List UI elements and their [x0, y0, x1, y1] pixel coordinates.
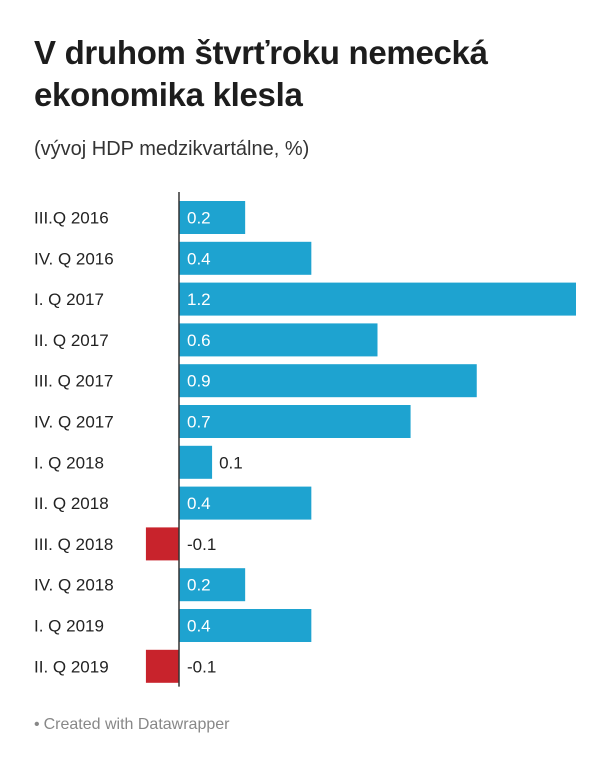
- bar: [179, 568, 246, 602]
- value-label: 0.2: [187, 576, 211, 595]
- value-label: -0.1: [187, 657, 216, 676]
- bar: [179, 445, 213, 479]
- bar: [179, 405, 411, 438]
- value-label: 0.1: [219, 453, 243, 472]
- category-label: II. Q 2019: [34, 657, 109, 676]
- category-label: I. Q 2019: [34, 617, 104, 636]
- bar: [179, 609, 312, 642]
- bar: [145, 649, 179, 683]
- category-label: III.Q 2016: [34, 209, 109, 228]
- value-label: 0.7: [187, 413, 211, 432]
- value-label: 0.6: [187, 331, 211, 350]
- footer-text: Created with Datawrapper: [43, 716, 230, 733]
- category-label: II. Q 2018: [34, 494, 109, 513]
- category-label: I. Q 2018: [34, 453, 104, 472]
- bullet-icon: •: [34, 716, 40, 733]
- bar: [179, 241, 312, 275]
- category-label: III. Q 2018: [34, 535, 113, 554]
- bar: [179, 323, 378, 357]
- chart-subtitle: (vývoj HDP medzikvartálne, %): [34, 138, 310, 160]
- category-label: I. Q 2017: [34, 290, 104, 309]
- category-label: II. Q 2017: [34, 331, 109, 350]
- bar: [179, 486, 312, 520]
- value-label: 0.4: [187, 249, 211, 268]
- footer-credit: • Created with Datawrapper: [34, 716, 229, 734]
- value-label: 0.4: [187, 494, 211, 513]
- bar: [179, 364, 477, 398]
- category-label: IV. Q 2018: [34, 576, 114, 595]
- chart-title: V druhom štvrťroku nemecká ekonomika kle…: [34, 34, 488, 113]
- value-label: -0.1: [187, 535, 216, 554]
- category-label: IV. Q 2017: [34, 413, 114, 432]
- value-label: 0.4: [187, 617, 211, 636]
- category-label: III. Q 2017: [34, 372, 113, 391]
- category-label: IV. Q 2016: [34, 249, 114, 268]
- bar: [179, 282, 576, 316]
- bar: [145, 527, 179, 561]
- value-label: 0.9: [187, 372, 211, 391]
- bar-chart: III.Q 2016 0.2 IV. Q 2016 0.4 I. Q 2017 1.2 II…: [34, 192, 576, 687]
- value-label: 1.2: [187, 290, 211, 309]
- bar: [179, 201, 246, 234]
- value-label: 0.2: [187, 209, 211, 228]
